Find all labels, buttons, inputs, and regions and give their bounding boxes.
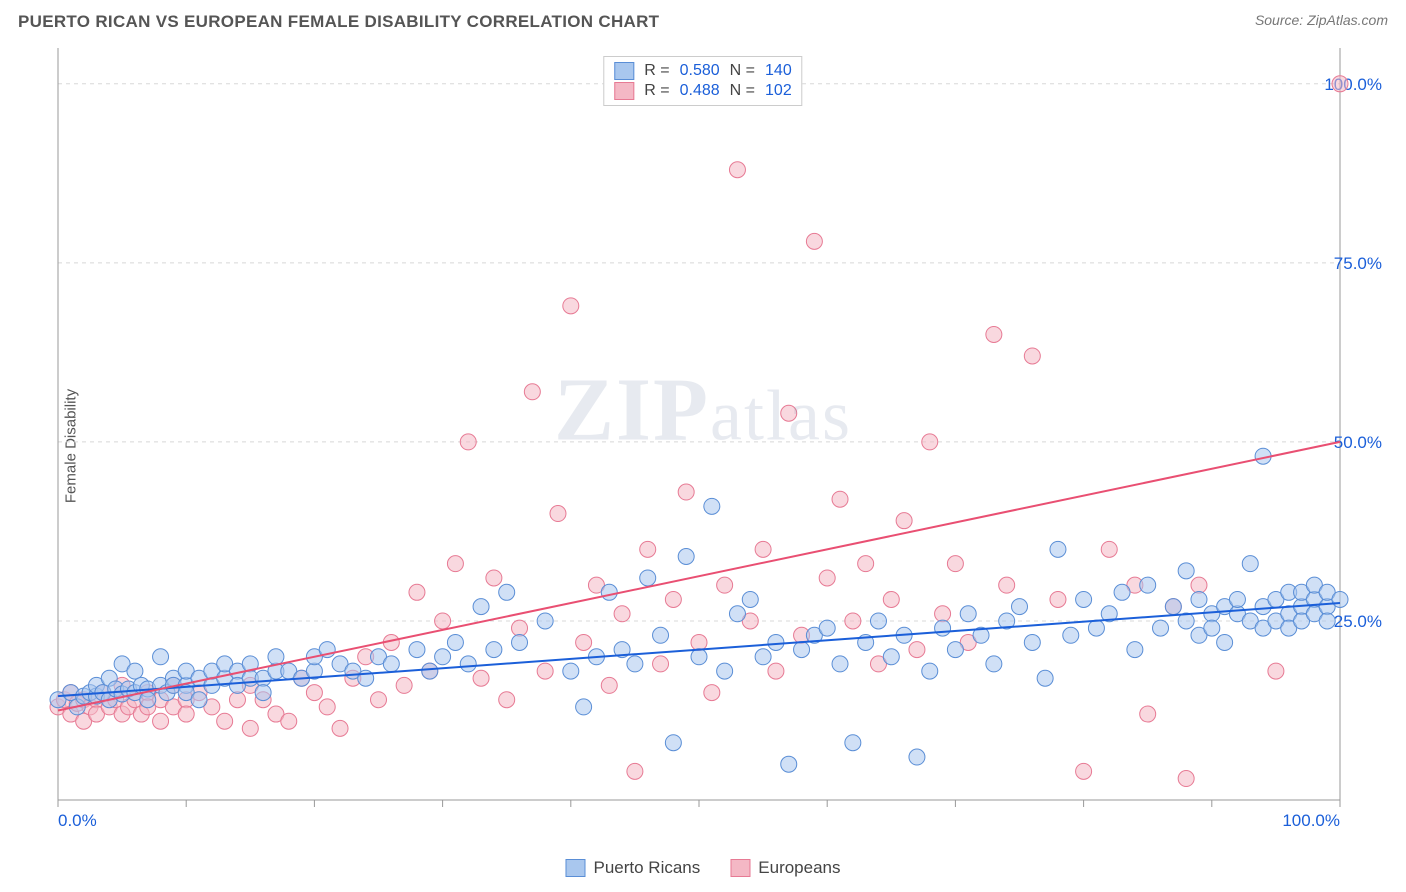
legend-label-series-0: Puerto Ricans	[593, 858, 700, 878]
n-value-series-1: 102	[765, 82, 792, 100]
source-prefix: Source:	[1255, 12, 1307, 28]
legend-swatch-series-0	[565, 859, 585, 877]
legend-row-series-0: R = 0.580 N = 140	[614, 61, 791, 81]
r-label: R =	[644, 62, 669, 80]
n-label: N =	[730, 82, 755, 100]
correlation-legend: R = 0.580 N = 140 R = 0.488 N = 102	[603, 56, 802, 106]
source-name: ZipAtlas.com	[1307, 12, 1388, 28]
r-label: R =	[644, 82, 669, 100]
chart-container: 0.0%100.0%25.0%50.0%75.0%100.0%	[48, 48, 1388, 834]
legend-swatch-series-0	[614, 62, 634, 80]
svg-text:0.0%: 0.0%	[58, 811, 97, 830]
scatter-chart: 0.0%100.0%25.0%50.0%75.0%100.0%	[48, 48, 1388, 834]
source-attribution: Source: ZipAtlas.com	[1255, 12, 1388, 28]
r-value-series-1: 0.488	[680, 82, 720, 100]
legend-item-series-1: Europeans	[730, 858, 840, 878]
series-legend: Puerto Ricans Europeans	[565, 858, 840, 878]
svg-text:75.0%: 75.0%	[1334, 254, 1382, 273]
legend-swatch-series-1	[730, 859, 750, 877]
legend-item-series-0: Puerto Ricans	[565, 858, 700, 878]
svg-text:50.0%: 50.0%	[1334, 433, 1382, 452]
n-label: N =	[730, 62, 755, 80]
legend-label-series-1: Europeans	[758, 858, 840, 878]
r-value-series-0: 0.580	[680, 62, 720, 80]
n-value-series-0: 140	[765, 62, 792, 80]
legend-swatch-series-1	[614, 82, 634, 100]
svg-text:25.0%: 25.0%	[1334, 612, 1382, 631]
header: PUERTO RICAN VS EUROPEAN FEMALE DISABILI…	[0, 0, 1406, 36]
svg-text:100.0%: 100.0%	[1282, 811, 1340, 830]
chart-title: PUERTO RICAN VS EUROPEAN FEMALE DISABILI…	[18, 12, 659, 32]
legend-row-series-1: R = 0.488 N = 102	[614, 81, 791, 101]
